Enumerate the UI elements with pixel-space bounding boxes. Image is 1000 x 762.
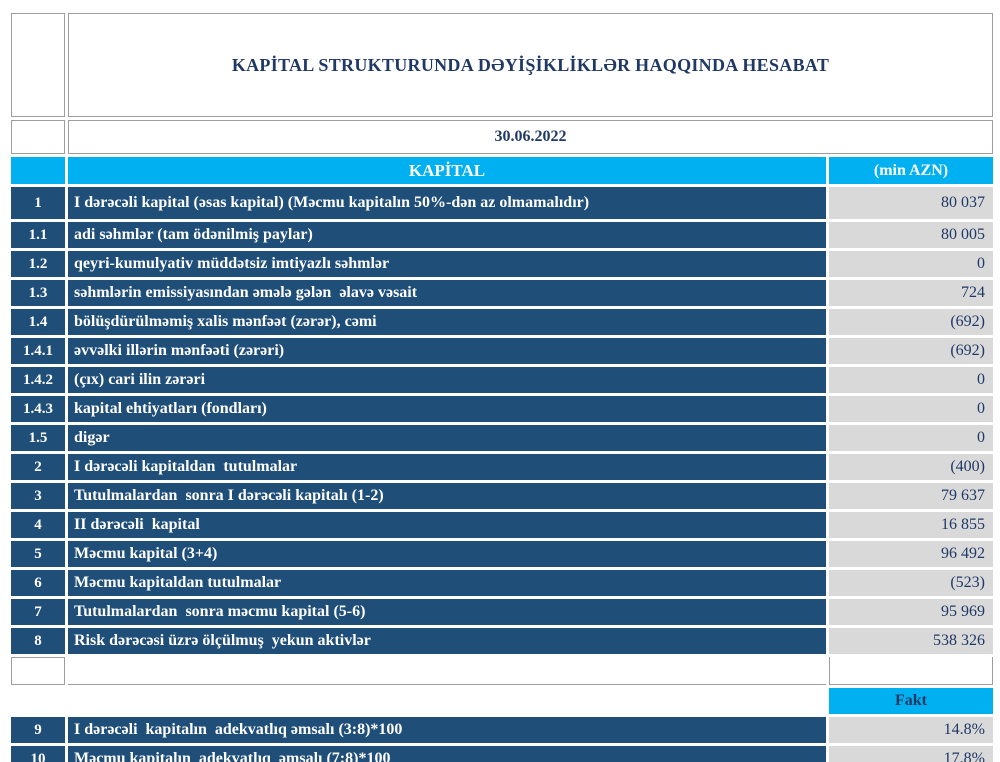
row-label: (çıx) cari ilin zərəri	[68, 367, 826, 393]
table-row: 2 I dərəcəli kapitaldan tutulmalar (400)	[11, 454, 993, 480]
fakt-header: Fakt	[829, 688, 993, 714]
row-label: bölüşdürülməmiş xalis mənfəət (zərər), c…	[68, 309, 826, 335]
empty-cell	[68, 688, 826, 714]
title-row: KAPİTAL STRUKTURUNDA DƏYİŞİKLİKLƏR HAQQI…	[11, 13, 993, 117]
table-row: 1.4.3 kapital ehtiyatları (fondları) 0	[11, 396, 993, 422]
row-value: (692)	[829, 309, 993, 335]
row-value: 0	[829, 396, 993, 422]
row-value: 17.8%	[829, 746, 993, 762]
table-row: 6 Məcmu kapitaldan tutulmalar (523)	[11, 570, 993, 596]
table-row: 1.5 digər 0	[11, 425, 993, 451]
row-number: 6	[11, 570, 65, 596]
report-date: 30.06.2022	[68, 120, 993, 154]
fakt-header-row: Fakt	[11, 688, 993, 714]
row-label: səhmlərin emissiyasından əmələ gələn əla…	[68, 280, 826, 306]
report-title: KAPİTAL STRUKTURUNDA DƏYİŞİKLİKLƏR HAQQI…	[68, 13, 993, 117]
row-label: adi səhmlər (tam ödənilmiş paylar)	[68, 222, 826, 248]
header-spacer-cell	[11, 157, 65, 184]
empty-cell	[11, 688, 65, 714]
table-row: 1.3 səhmlərin emissiyasından əmələ gələn…	[11, 280, 993, 306]
table-row: 10 Məcmu kapitalın adekvatlıq əmsalı (7:…	[11, 746, 993, 762]
row-number: 1.5	[11, 425, 65, 451]
row-value: (400)	[829, 454, 993, 480]
row-value: 724	[829, 280, 993, 306]
row-value: 538 326	[829, 628, 993, 654]
row-value: 14.8%	[829, 717, 993, 743]
row-number: 1.4	[11, 309, 65, 335]
table-row: 5 Məcmu kapital (3+4) 96 492	[11, 541, 993, 567]
column-header-kapital: KAPİTAL	[68, 157, 826, 184]
row-number: 2	[11, 454, 65, 480]
table-row: 1.4 bölüşdürülməmiş xalis mənfəət (zərər…	[11, 309, 993, 335]
row-value: 96 492	[829, 541, 993, 567]
row-label: Tutulmalardan sonra məcmu kapital (5-6)	[68, 599, 826, 625]
row-label: kapital ehtiyatları (fondları)	[68, 396, 826, 422]
row-value: 95 969	[829, 599, 993, 625]
row-number: 10	[11, 746, 65, 762]
row-number: 1.3	[11, 280, 65, 306]
row-number: 3	[11, 483, 65, 509]
row-number: 1.2	[11, 251, 65, 277]
row-value: 16 855	[829, 512, 993, 538]
table-row: 3 Tutulmalardan sonra I dərəcəli kapital…	[11, 483, 993, 509]
row-value: (523)	[829, 570, 993, 596]
row-value: 80 005	[829, 222, 993, 248]
row-label: II dərəcəli kapital	[68, 512, 826, 538]
row-label: digər	[68, 425, 826, 451]
row-label: I dərəcəli kapitaldan tutulmalar	[68, 454, 826, 480]
date-row: 30.06.2022	[11, 120, 993, 154]
table-row: 8 Risk dərəcəsi üzrə ölçülmuş yekun akti…	[11, 628, 993, 654]
table-row: 1 I dərəcəli kapital (əsas kapital) (Məc…	[11, 187, 993, 219]
row-label: Məcmu kapitaldan tutulmalar	[68, 570, 826, 596]
row-label: I dərəcəli kapital (əsas kapital) (Məcmu…	[68, 187, 826, 219]
table-row: 9 I dərəcəli kapitalın adekvatlıq əmsalı…	[11, 717, 993, 743]
column-header-unit: (min AZN)	[829, 157, 993, 184]
row-label: Məcmu kapitalın adekvatlıq əmsalı (7:8)*…	[68, 746, 826, 762]
row-value: 80 037	[829, 187, 993, 219]
separator-row	[11, 657, 993, 685]
row-value: 0	[829, 367, 993, 393]
row-number: 1.4.2	[11, 367, 65, 393]
table-row: 1.2 qeyri-kumulyativ müddətsiz imtiyazlı…	[11, 251, 993, 277]
row-value: 79 637	[829, 483, 993, 509]
table-row: 7 Tutulmalardan sonra məcmu kapital (5-6…	[11, 599, 993, 625]
table-row: 1.4.1 əvvəlki illərin mənfəəti (zərəri) …	[11, 338, 993, 364]
table-row: 4 II dərəcəli kapital 16 855	[11, 512, 993, 538]
row-label: Məcmu kapital (3+4)	[68, 541, 826, 567]
row-number: 8	[11, 628, 65, 654]
row-value: (692)	[829, 338, 993, 364]
row-number: 5	[11, 541, 65, 567]
row-number: 4	[11, 512, 65, 538]
corner-cell	[11, 13, 65, 117]
row-number: 7	[11, 599, 65, 625]
row-number: 1.4.1	[11, 338, 65, 364]
row-number: 1.1	[11, 222, 65, 248]
row-label: I dərəcəli kapitalın adekvatlıq əmsalı (…	[68, 717, 826, 743]
row-label: Risk dərəcəsi üzrə ölçülmuş yekun aktivl…	[68, 628, 826, 654]
row-number: 1	[11, 187, 65, 219]
row-value: 0	[829, 425, 993, 451]
row-number: 9	[11, 717, 65, 743]
column-header-row: KAPİTAL (min AZN)	[11, 157, 993, 184]
capital-structure-table: KAPİTAL STRUKTURUNDA DƏYİŞİKLİKLƏR HAQQI…	[8, 10, 996, 762]
row-label: Tutulmalardan sonra I dərəcəli kapitalı …	[68, 483, 826, 509]
row-value: 0	[829, 251, 993, 277]
empty-cell	[68, 657, 826, 685]
table-row: 1.1 adi səhmlər (tam ödənilmiş paylar) 8…	[11, 222, 993, 248]
row-label: əvvəlki illərin mənfəəti (zərəri)	[68, 338, 826, 364]
empty-cell	[11, 657, 65, 685]
table-row: 1.4.2 (çıx) cari ilin zərəri 0	[11, 367, 993, 393]
date-corner-cell	[11, 120, 65, 154]
empty-cell	[829, 657, 993, 685]
row-number: 1.4.3	[11, 396, 65, 422]
row-label: qeyri-kumulyativ müddətsiz imtiyazlı səh…	[68, 251, 826, 277]
